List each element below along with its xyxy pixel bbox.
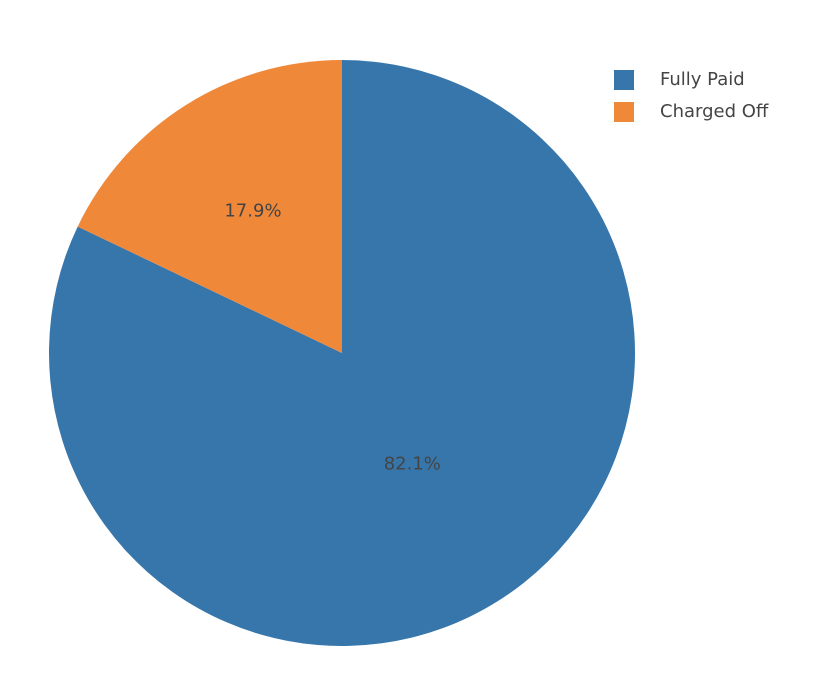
legend-swatch xyxy=(614,102,634,122)
legend-label: Charged Off xyxy=(660,101,769,122)
legend-item-charged-off[interactable]: Charged Off xyxy=(614,101,769,122)
pie-slice-label-charged-off: 17.9% xyxy=(224,201,281,222)
pie-slice-fully-paid xyxy=(48,60,635,646)
legend-item-fully-paid[interactable]: Fully Paid xyxy=(614,69,745,90)
legend-swatch xyxy=(614,70,634,90)
pie-slice-labels: 82.1% 17.9% xyxy=(224,201,441,475)
pie-slice-label-fully-paid: 82.1% xyxy=(384,454,441,475)
legend: Fully Paid Charged Off xyxy=(614,69,769,122)
legend-label: Fully Paid xyxy=(660,69,745,90)
pie-slices xyxy=(48,60,635,646)
pie-slice-charged-off xyxy=(77,60,343,353)
